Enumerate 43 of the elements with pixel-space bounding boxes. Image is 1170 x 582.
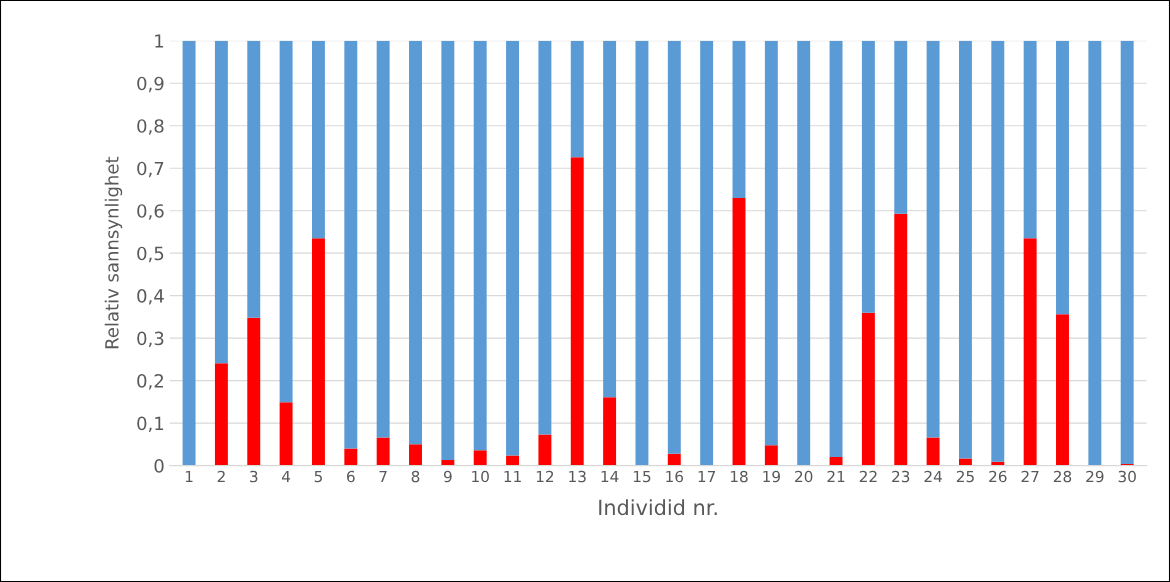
x-tick-label: 21: [827, 470, 845, 483]
y-tick-label: 0,9: [137, 76, 164, 93]
x-tick-label: 3: [250, 470, 258, 483]
y-tick-label: 0,5: [137, 246, 164, 263]
x-tick-label: 29: [1086, 470, 1104, 483]
x-tick-label: 8: [411, 470, 420, 483]
x-tick-label: 14: [601, 470, 619, 483]
x-tick-label: 22: [859, 470, 877, 483]
y-tick-label: 0,3: [137, 331, 164, 348]
x-tick-label: 28: [1053, 470, 1072, 483]
y-tick-label: 1: [155, 34, 164, 48]
y-tick-label: 0,8: [137, 119, 164, 135]
y-tick-label: 0,1: [137, 416, 164, 433]
x-tick-label: 20: [795, 470, 813, 483]
x-tick-label: 26: [989, 470, 1007, 483]
y-tick-label: 0: [154, 459, 164, 473]
y-tick-label: 0,4: [137, 289, 164, 305]
x-tick-label: 27: [1021, 470, 1039, 483]
y-axis-title: Relativ sannsynlighet: [104, 156, 123, 349]
x-tick-label: 24: [924, 470, 942, 483]
x-tick-label: 13: [569, 470, 586, 483]
x-tick-label: 10: [472, 470, 489, 483]
y-tick-label: 0,6: [137, 204, 164, 220]
x-tick-label: 9: [443, 470, 452, 483]
x-tick-label: 25: [956, 470, 974, 483]
x-tick-label: 30: [1118, 470, 1136, 483]
x-tick-label: 23: [892, 470, 910, 483]
x-tick-label: 6: [347, 470, 355, 483]
x-tick-label: 11: [504, 470, 521, 483]
x-tick-label: 16: [666, 470, 684, 483]
x-tick-label: 18: [730, 470, 748, 483]
x-tick-label: 19: [763, 470, 780, 483]
x-tick-label: 4: [281, 470, 291, 483]
x-tick-label: 7: [379, 470, 387, 483]
y-tick-label: 0,7: [137, 161, 164, 178]
x-tick-label: 15: [633, 470, 651, 483]
x-axis-title: Individid nr.: [599, 499, 717, 516]
x-tick-label: 17: [698, 470, 716, 483]
x-tick-label: 12: [536, 470, 554, 483]
y-tick-label: 0,2: [137, 374, 163, 390]
x-tick-label: 1: [185, 470, 193, 483]
x-tick-label: 5: [314, 470, 322, 483]
x-tick-label: 2: [217, 470, 225, 483]
